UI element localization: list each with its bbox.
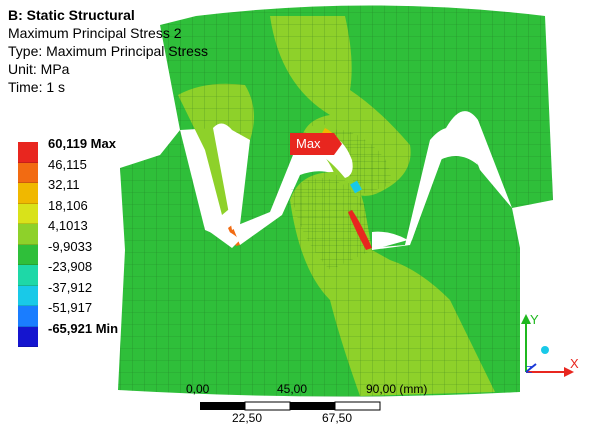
scale-label-0: 0,00: [186, 382, 210, 396]
result-name: Maximum Principal Stress 2: [8, 25, 182, 41]
legend-swatch: [18, 265, 38, 286]
triad-x-label: X: [570, 356, 579, 371]
tooth-gap-lower-right: [372, 231, 408, 250]
legend-label: 4,1013: [48, 218, 88, 233]
legend-swatch: [18, 326, 38, 347]
legend-swatch: [18, 306, 38, 327]
legend-label: -23,908: [48, 259, 93, 274]
scale-label-45: 45,00: [277, 382, 308, 396]
triad-iso-ball: [541, 346, 549, 354]
max-probe-tag[interactable]: Max: [290, 133, 334, 155]
triad-z-label: Z: [526, 365, 533, 376]
tooth-gap-left: [213, 123, 250, 230]
z-axis-line: [525, 363, 537, 373]
x-axis-arrow: [564, 367, 574, 377]
legend-label: -37,912: [48, 279, 93, 295]
legend-color-bar: [18, 142, 38, 347]
triad-y-label: Y: [530, 312, 539, 327]
max-probe-label: Max: [296, 136, 321, 151]
result-type: Type: Maximum Principal Stress: [8, 43, 208, 59]
y-axis-arrow: [521, 314, 531, 324]
scale-label-90: 90,00 (mm): [366, 382, 428, 396]
result-time: Time: 1 s: [8, 79, 66, 95]
min-spot: [350, 180, 362, 194]
legend-swatch: [18, 183, 38, 204]
legend-label: -9,9033: [48, 238, 93, 254]
tooth-gap-lower: [210, 229, 240, 248]
legend-label: 60,119 Max: [48, 136, 116, 151]
hotspot-bottom: [348, 210, 372, 250]
result-unit: Unit: MPa: [8, 61, 70, 77]
legend-swatch: [18, 203, 38, 224]
legend-swatch: [18, 244, 38, 265]
legend-swatch: [18, 285, 38, 306]
legend-label: 46,115: [48, 156, 87, 172]
analysis-title: B: Static Structural: [8, 7, 135, 23]
legend-label: -65,921 Min: [48, 320, 119, 336]
legend-swatch: [18, 224, 38, 245]
scale-label-22: 22,50: [232, 411, 263, 425]
scale-label-67: 67,50: [322, 411, 353, 425]
legend-swatch: [18, 162, 38, 183]
result-header: B: Static Structural Maximum Principal S…: [8, 6, 208, 96]
legend-label: 18,106: [48, 197, 88, 213]
legend-swatch: [18, 142, 38, 163]
legend-label: 32,11: [48, 177, 80, 192]
legend-label: -51,917: [48, 300, 93, 315]
tooth-gap-right: [405, 127, 478, 245]
